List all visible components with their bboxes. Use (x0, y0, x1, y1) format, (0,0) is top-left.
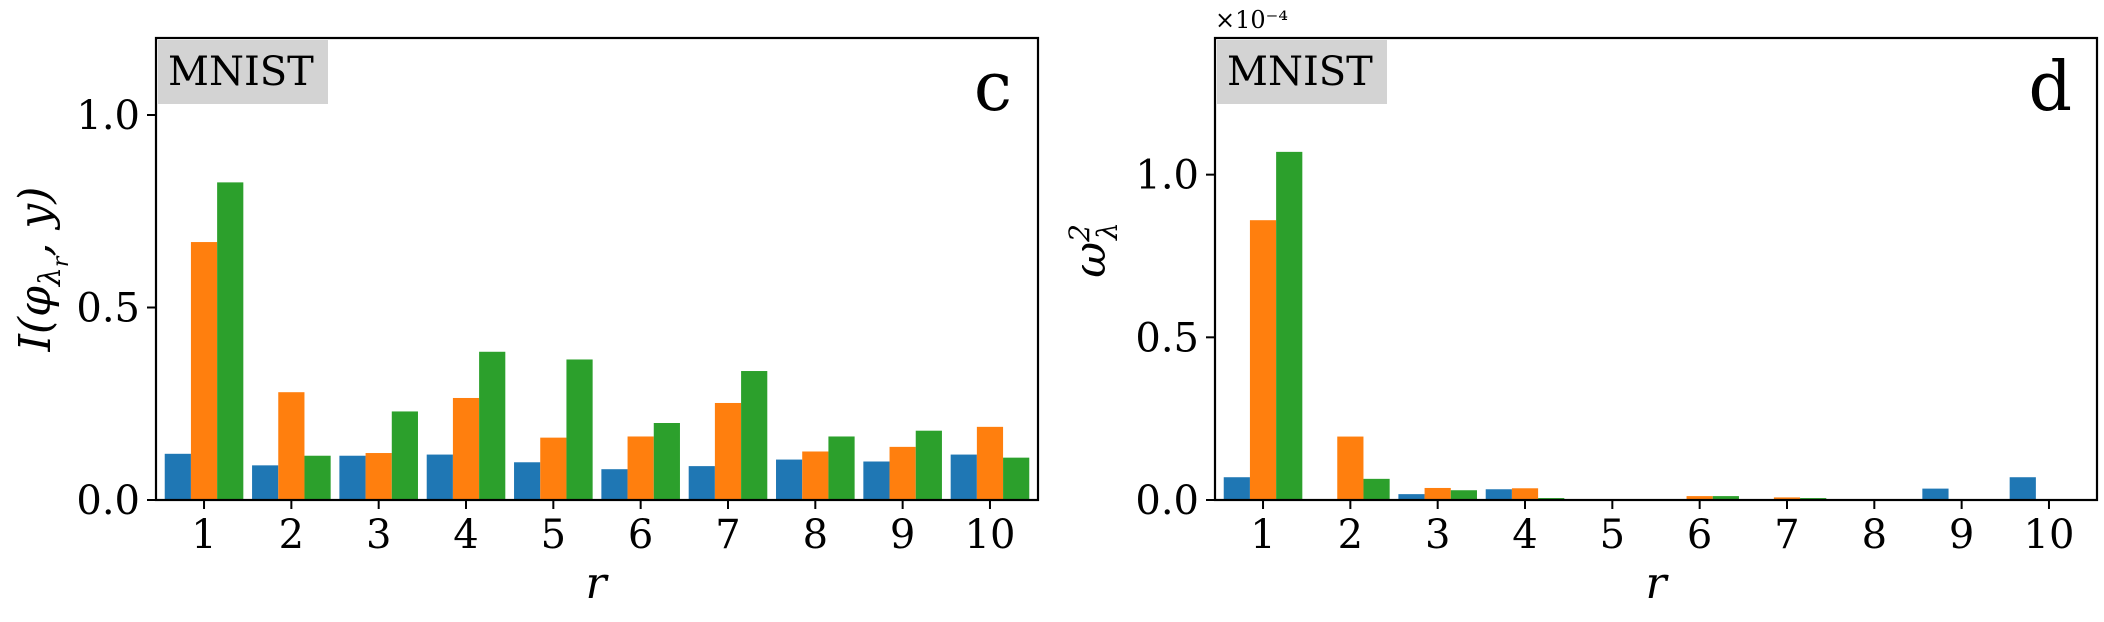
panel-c-y-ticks: 0.0 0.5 1.0 (76, 93, 156, 524)
panel-c-badge: MNIST (168, 49, 314, 95)
panel-c-bar-series-3-r10 (1003, 457, 1030, 500)
panel-d-bar-series-2-r3 (1424, 487, 1451, 500)
panel-d-x-tick-label: 8 (1862, 512, 1887, 558)
panel-d-x-tick-label: 9 (1949, 512, 1974, 558)
panel-c-y-axis-label: I(φλr, y) (10, 187, 74, 353)
panel-d-x-tick-label: 6 (1687, 512, 1712, 558)
panel-d-bar-series-3-r2 (1363, 478, 1390, 500)
panel-c-bar-series-1-r5 (514, 462, 541, 500)
panel-c-bar-series-2-r9 (889, 446, 916, 500)
panel-c-bar-series-1-r7 (688, 466, 715, 500)
panel-d-bar-series-1-r9 (1922, 488, 1949, 500)
panel-d-bar-series-1-r4 (1485, 489, 1512, 500)
panel-c-bars (164, 182, 1030, 501)
panel-d-x-tick-label: 7 (1774, 512, 1799, 558)
panel-d-bar-series-2-r2 (1337, 436, 1364, 500)
panel-c-x-tick-label: 7 (715, 512, 740, 558)
panel-c-bar-series-2-r6 (627, 436, 654, 500)
panel-c-x-tick-label: 6 (628, 512, 653, 558)
panel-d-y-tick-label: 0.0 (1135, 478, 1199, 524)
panel-c-bar-series-2-r2 (278, 392, 305, 500)
panel-c-bar-series-1-r6 (601, 469, 628, 500)
panel-c-bar-series-1-r4 (426, 454, 453, 500)
panel-c-x-tick-label: 8 (803, 512, 828, 558)
panel-c-bar-series-1-r1 (164, 453, 191, 500)
panel-d-bar-series-1-r3 (1398, 494, 1425, 500)
panel-c-x-tick-label: 5 (541, 512, 566, 558)
panel-d-x-tick-label: 10 (2024, 512, 2075, 558)
panel-c-x-tick-label: 2 (279, 512, 304, 558)
panel-c-letter: c (974, 48, 1012, 127)
panel-d-bar-series-2-r7 (1773, 497, 1801, 500)
panel-d-chart: 0.0 0.5 1.0 1 2 3 4 5 6 7 8 9 10 ×10⁻⁴ MNIST d r ω2… (1063, 6, 2099, 609)
panel-d-x-tick-label: 3 (1425, 512, 1450, 558)
panel-c-bar-series-3-r8 (828, 436, 855, 500)
panel-c-axes-frame (154, 36, 1040, 502)
panel-c-y-tick-label: 0.0 (76, 478, 140, 524)
panel-c-bar-series-2-r4 (452, 397, 480, 500)
panel-d-y-tick-label: 1.0 (1135, 153, 1199, 199)
panel-d-x-axis-label: r (1645, 558, 1669, 609)
panel-c-bar-series-3-r9 (915, 430, 942, 500)
panel-c-bar-series-1-r3 (339, 455, 366, 500)
panel-c-bar-series-2-r8 (802, 451, 829, 500)
panel-c-x-tick-label: 4 (453, 512, 478, 558)
panel-d-bars (1223, 151, 2036, 500)
panel-d-badge-background (1217, 40, 1387, 104)
panel-d-axes-frame (1213, 36, 2099, 502)
panel-c-bar-series-2-r3 (365, 453, 392, 500)
panel-c-bar-series-2-r10 (976, 426, 1004, 500)
panel-d-bar-series-3-r6 (1712, 496, 1739, 500)
panel-c-bar-series-3-r6 (653, 423, 680, 500)
panel-c-bar-series-3-r5 (566, 359, 593, 500)
panel-c-x-tick-label: 3 (366, 512, 391, 558)
panel-d-bar-series-3-r1 (1276, 151, 1303, 500)
panel-c-bar-series-1-r2 (252, 465, 279, 500)
panel-c-badge-background (158, 40, 328, 104)
panel-c-bar-series-3-r4 (479, 351, 506, 500)
panel-d-y-axis-label: ω2λ (1063, 222, 1124, 277)
panel-c-bar-series-2-r5 (540, 437, 567, 500)
panel-c-bar-series-3-r7 (741, 371, 768, 500)
panel-c-bar-series-2-r7 (714, 402, 742, 500)
panel-c-bar-series-3-r3 (391, 411, 418, 500)
panel-d-x-tick-label: 5 (1600, 512, 1625, 558)
panel-c-x-ticks: 1 2 3 4 5 6 7 8 9 10 (191, 500, 1015, 558)
panel-c-x-tick-label: 10 (965, 512, 1016, 558)
panel-c-y-tick-label: 1.0 (76, 93, 140, 139)
panel-c-bar-series-1-r9 (863, 461, 890, 500)
panel-c-x-tick-label: 1 (191, 512, 216, 558)
panel-c-bar-series-3-r2 (304, 455, 331, 500)
panel-d-bar-series-3-r3 (1450, 490, 1477, 500)
panel-d-x-tick-label: 1 (1250, 512, 1275, 558)
panel-d-y-ticks: 0.0 0.5 1.0 (1135, 153, 1215, 524)
panel-d-badge: MNIST (1227, 49, 1373, 95)
panel-d-bar-series-1-r10 (2009, 477, 2036, 500)
panel-d-x-tick-label: 4 (1512, 512, 1537, 558)
panel-c-chart: 0.0 0.5 1.0 1 2 3 4 5 6 7 8 9 10 MNIST c r I(φλr, y… (10, 36, 1040, 609)
panel-d-offset-label: ×10⁻⁴ (1215, 6, 1288, 34)
panel-c-bar-series-2-r1 (190, 242, 218, 501)
panel-c-x-axis-label: r (585, 558, 609, 609)
panel-d-x-ticks: 1 2 3 4 5 6 7 8 9 10 (1250, 500, 2074, 558)
panel-d-bar-series-2-r1 (1249, 220, 1277, 500)
panel-d-y-tick-label: 0.5 (1135, 315, 1199, 361)
panel-c-bar-series-1-r8 (776, 459, 803, 500)
panel-d-bar-series-2-r6 (1686, 496, 1713, 500)
panel-c-bar-series-1-r10 (950, 454, 977, 500)
panel-d-bar-series-1-r1 (1223, 477, 1250, 500)
panel-d-x-tick-label: 2 (1338, 512, 1363, 558)
panel-c-y-tick-label: 0.5 (76, 286, 140, 332)
panel-c-bar-series-3-r1 (217, 182, 244, 501)
panel-d-bar-series-2-r4 (1511, 488, 1539, 500)
panel-c-x-tick-label: 9 (890, 512, 915, 558)
panel-d-letter: d (2028, 48, 2072, 127)
